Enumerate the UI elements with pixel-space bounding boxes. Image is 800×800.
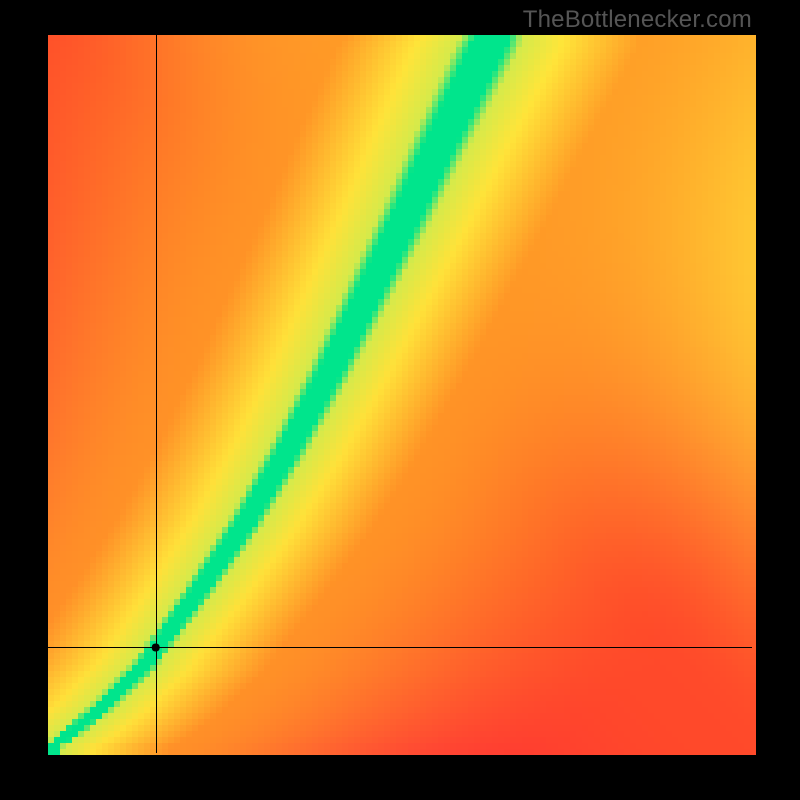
bottleneck-heatmap bbox=[0, 0, 800, 800]
watermark-text: TheBottlenecker.com bbox=[523, 6, 752, 34]
chart-container: TheBottlenecker.com bbox=[0, 0, 800, 800]
